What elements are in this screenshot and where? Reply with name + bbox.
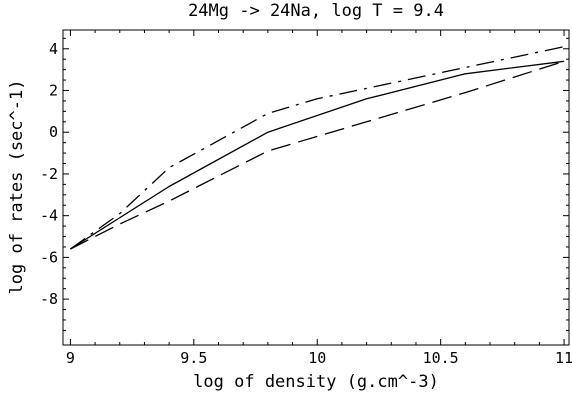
x-tick-label: 10 <box>308 349 326 367</box>
y-tick-label: -4 <box>40 207 58 225</box>
minor-ticks <box>63 30 569 345</box>
y-axis-label: log of rates (sec^-1) <box>7 80 27 295</box>
y-tick-label: -6 <box>40 248 58 266</box>
chart-title: 24Mg -> 24Na, log T = 9.4 <box>188 1 444 21</box>
y-tick-label: 4 <box>49 40 58 58</box>
y-tick-label: -2 <box>40 165 58 183</box>
x-tick-label: 9.5 <box>180 349 207 367</box>
series-group <box>70 46 565 250</box>
x-tick-label: 9 <box>66 349 75 367</box>
series-line-solid <box>70 60 565 250</box>
y-tick-label: 2 <box>49 81 58 99</box>
plot-frame <box>62 29 570 346</box>
y-tick-label: -8 <box>40 290 58 308</box>
tick-labels: 9 9.5 10 10.5 11 4 2 0 -2 -4 -6 -8 <box>40 40 572 367</box>
y-tick-label: 0 <box>49 123 58 141</box>
series-line-long-dash <box>70 60 565 250</box>
x-tick-label: 10.5 <box>423 349 459 367</box>
series-line-dash-dot <box>70 46 565 250</box>
x-tick-label: 11 <box>555 349 572 367</box>
major-ticks <box>63 30 569 345</box>
x-axis-label: log of density (g.cm^-3) <box>193 372 439 392</box>
